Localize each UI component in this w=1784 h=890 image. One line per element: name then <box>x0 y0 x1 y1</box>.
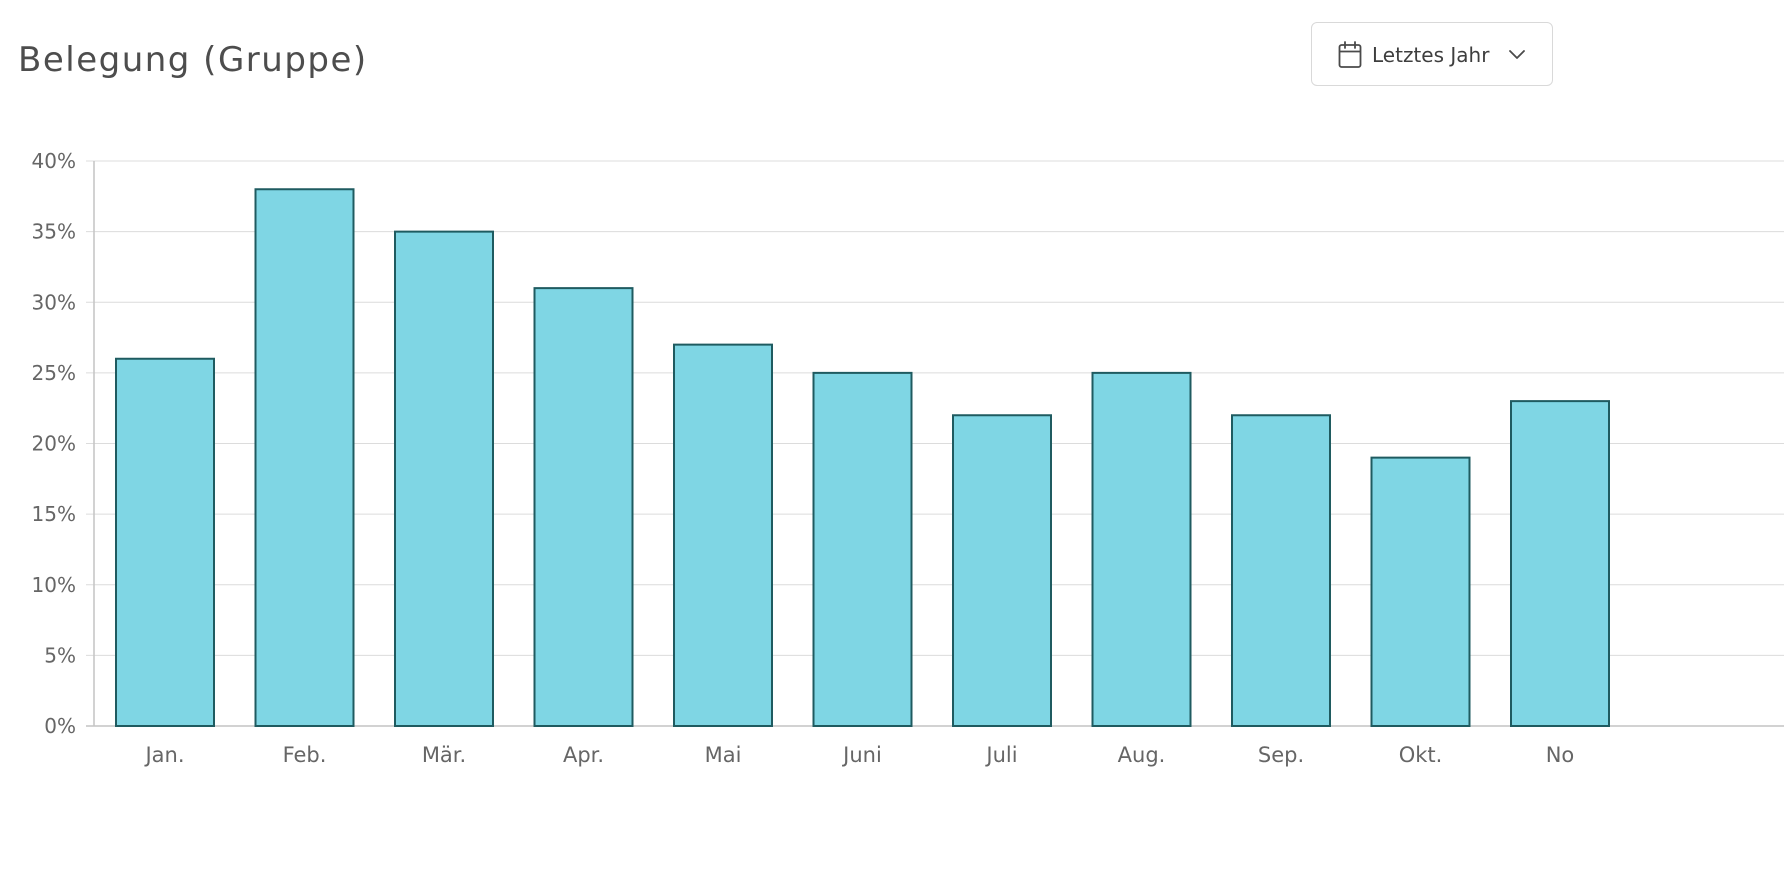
y-tick-label: 10% <box>32 573 76 597</box>
bar[interactable] <box>673 343 773 727</box>
x-tick-label: Sep. <box>1258 743 1304 767</box>
bar[interactable] <box>1370 456 1471 727</box>
y-tick-label: 0% <box>44 714 76 738</box>
bar[interactable] <box>1231 414 1331 727</box>
bar[interactable] <box>394 230 494 727</box>
bar[interactable] <box>533 287 634 727</box>
bar[interactable] <box>115 357 215 727</box>
x-tick-label: Feb. <box>283 743 327 767</box>
x-tick-label: Juli <box>984 743 1017 767</box>
x-tick-label: Apr. <box>563 743 604 767</box>
x-tick-label: No <box>1546 743 1575 767</box>
bar[interactable] <box>812 371 913 727</box>
x-tick-label: Aug. <box>1118 743 1166 767</box>
y-tick-label: 25% <box>32 361 76 385</box>
grid-layer <box>86 160 1784 727</box>
y-tick-label: 15% <box>32 502 76 526</box>
y-tick-label: 20% <box>32 432 76 456</box>
x-tick-label: Jan. <box>143 743 184 767</box>
bar[interactable] <box>1091 371 1192 727</box>
bar[interactable] <box>1510 400 1610 727</box>
bar-layer <box>115 188 1610 727</box>
y-tick-label: 30% <box>32 290 76 314</box>
bar[interactable] <box>254 188 355 727</box>
calendar-icon <box>1338 41 1362 68</box>
y-tick-label: 40% <box>32 149 76 173</box>
bar[interactable] <box>952 414 1052 727</box>
page-title: Belegung (Gruppe) <box>18 40 368 80</box>
label-layer: 0% 5% 10% 15% 20% 25% 30% 35% 40% Jan. Feb. Mär. Apr… <box>32 149 1575 767</box>
period-select-value: Letztes Jahr <box>1372 43 1490 67</box>
y-tick-label: 5% <box>44 643 76 667</box>
period-select[interactable]: Letztes Jahr <box>1311 22 1553 86</box>
x-tick-label: Mai <box>705 743 742 767</box>
x-tick-label: Mär. <box>422 743 466 767</box>
x-tick-label: Okt. <box>1399 743 1443 767</box>
chevron-down-icon <box>1509 50 1525 59</box>
y-tick-label: 35% <box>32 220 76 244</box>
x-tick-label: Juni <box>841 743 882 767</box>
